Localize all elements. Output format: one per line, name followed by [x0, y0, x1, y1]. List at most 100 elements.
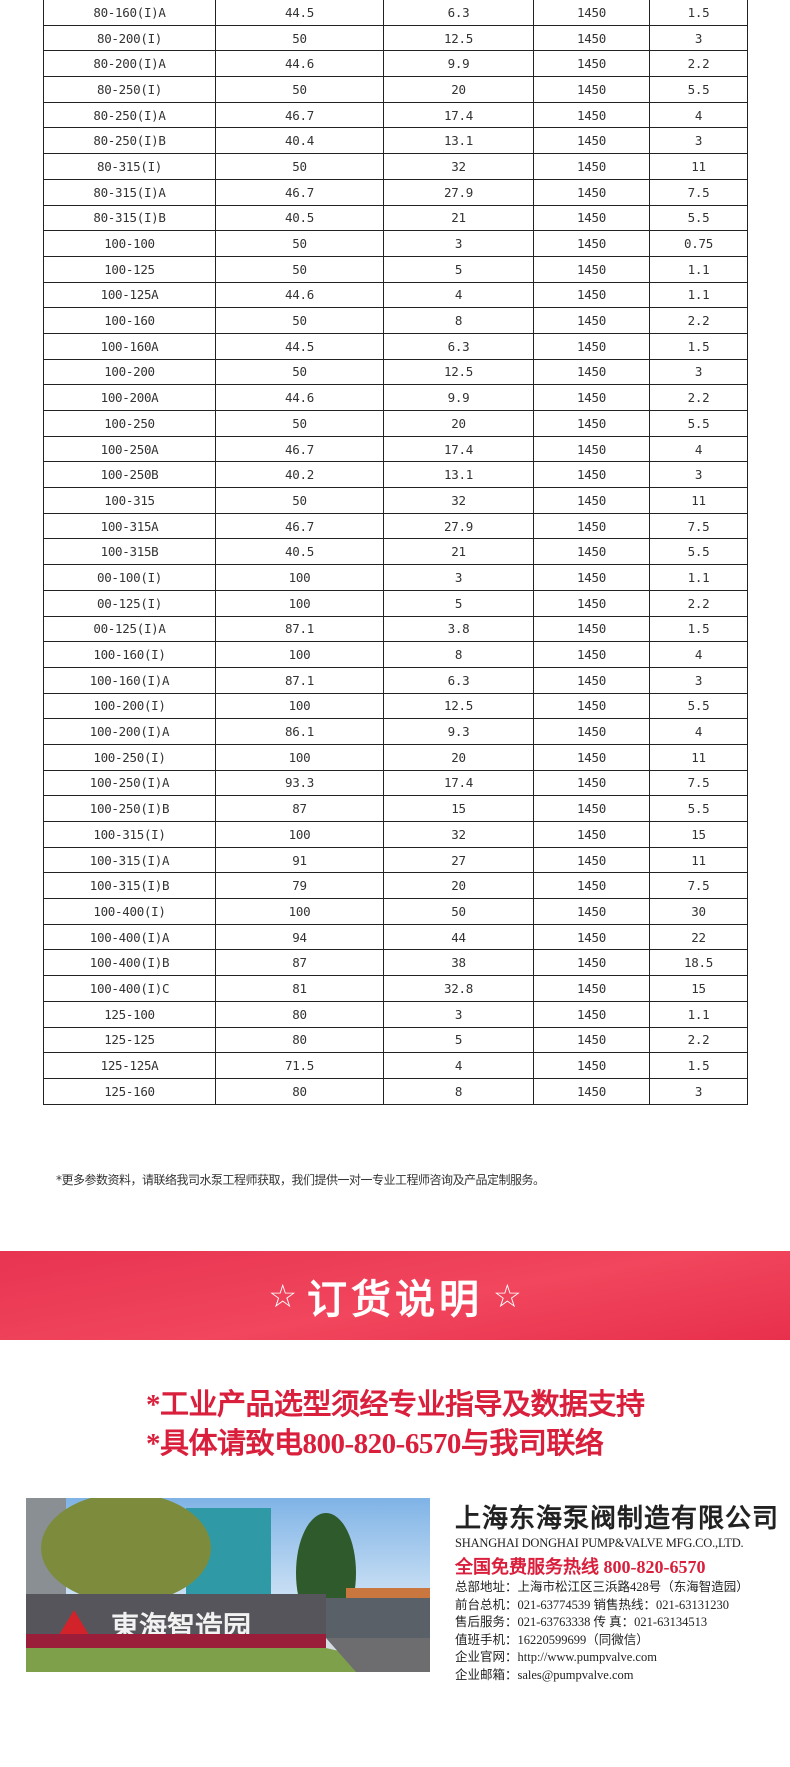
table-row: 100-250(I)B 87 15 1450 5.5: [43, 795, 748, 822]
company-name-en: SHANGHAI DONGHAI PUMP&VALVE MFG.CO.,LTD.: [455, 1536, 744, 1550]
table-cell: 1.5: [649, 0, 748, 26]
table-cell: 3: [649, 666, 748, 694]
table-cell: 50: [383, 898, 534, 925]
table-cell: 1.5: [649, 615, 748, 643]
table-row: 80-250(I) 50 20 1450 5.5: [43, 76, 748, 103]
table-cell: 32: [383, 153, 534, 180]
table-row: 100-250 50 20 1450 5.5: [43, 410, 748, 437]
table-cell: 50: [215, 76, 384, 103]
table-cell: 100: [215, 743, 384, 771]
table-cell: 80-200(I)A: [43, 50, 216, 78]
table-cell: 100-250B: [43, 461, 216, 489]
table-cell: 32: [383, 821, 534, 848]
table-cell: 6.3: [383, 332, 534, 360]
table-row: 100-160(I) 100 8 1450 4: [43, 641, 748, 668]
table-cell: 17.4: [383, 769, 534, 797]
table-cell: 80-315(I)B: [43, 204, 216, 232]
table-cell: 18.5: [649, 949, 748, 977]
star-icon: ☆: [493, 1277, 522, 1314]
table-cell: 80-315(I)A: [43, 178, 216, 206]
table-cell: 4: [383, 1052, 534, 1079]
table-cell: 17.4: [383, 101, 534, 129]
table-cell: 1.1: [649, 255, 748, 283]
table-cell: 8: [383, 641, 534, 668]
table-cell: 80-200(I): [43, 24, 216, 52]
table-cell: 100-315: [43, 487, 216, 514]
table-row: 00-100(I) 100 3 1450 1.1: [43, 564, 748, 591]
table-cell: 100-125: [43, 255, 216, 283]
table-cell: 4: [649, 718, 748, 745]
table-cell: 1450: [533, 230, 650, 257]
table-cell: 80-250(I)B: [43, 127, 216, 155]
table-cell: 40.4: [215, 127, 384, 155]
table-cell: 100: [215, 589, 384, 617]
table-cell: 100-200(I): [43, 692, 216, 720]
table-cell: 125-160: [43, 1077, 216, 1105]
table-cell: 9.9: [383, 50, 534, 78]
table-cell: 1.5: [649, 1052, 748, 1079]
table-cell: 1450: [533, 692, 650, 720]
table-cell: 1450: [533, 1000, 650, 1028]
table-row: 100-315A 46.7 27.9 1450 7.5: [43, 512, 748, 540]
table-cell: 100-125A: [43, 281, 216, 309]
table-cell: 91: [215, 846, 384, 874]
table-cell: 100-315A: [43, 512, 216, 540]
table-cell: 5.5: [649, 410, 748, 437]
table-row: 100-315 50 32 1450 11: [43, 487, 748, 514]
table-cell: 1450: [533, 332, 650, 360]
table-cell: 17.4: [383, 435, 534, 463]
table-cell: 1450: [533, 101, 650, 129]
table-cell: 50: [215, 153, 384, 180]
table-cell: 4: [649, 435, 748, 463]
table-cell: 4: [649, 641, 748, 668]
table-cell: 100-315(I)A: [43, 846, 216, 874]
table-row: 00-125(I) 100 5 1450 2.2: [43, 589, 748, 617]
table-cell: 1450: [533, 949, 650, 977]
table-cell: 100-400(I)B: [43, 949, 216, 977]
email-link[interactable]: 企业邮箱：sales@pumpvalve.com: [455, 1667, 634, 1682]
table-cell: 00-125(I)A: [43, 615, 216, 643]
table-row: 100-400(I)B 87 38 1450 18.5: [43, 949, 748, 977]
hotline: 全国免费服务热线 800-820-6570: [455, 1557, 706, 1577]
table-cell: 00-125(I): [43, 589, 216, 617]
table-row: 100-200 50 12.5 1450 3: [43, 358, 748, 386]
website-link[interactable]: 企业官网：http://www.pumpvalve.com: [455, 1650, 657, 1665]
table-row: 80-200(I) 50 12.5 1450 3: [43, 24, 748, 52]
table-cell: 3: [649, 461, 748, 489]
table-cell: 100-315(I)B: [43, 872, 216, 900]
company-info: 上海东海泵阀制造有限公司 SHANGHAI DONGHAI PUMP&VALVE…: [455, 1498, 780, 1685]
table-cell: 1450: [533, 127, 650, 155]
table-cell: 1450: [533, 153, 650, 180]
table-row: 100-200A 44.6 9.9 1450 2.2: [43, 384, 748, 411]
table-cell: 5.5: [649, 76, 748, 103]
table-cell: 1450: [533, 923, 650, 951]
table-cell: 80-160(I)A: [43, 0, 216, 26]
table-cell: 46.7: [215, 178, 384, 206]
table-cell: 1450: [533, 1077, 650, 1105]
table-cell: 40.5: [215, 538, 384, 566]
spec-table: 80-160(I)A 44.5 6.3 1450 1.5 80-200(I) 50 12.5 1…: [43, 0, 748, 1105]
order-instructions-banner: ☆ 订货说明 ☆: [0, 1251, 790, 1340]
table-row: 100-200(I)A 86.1 9.3 1450 4: [43, 718, 748, 745]
table-cell: 9.9: [383, 384, 534, 411]
table-cell: 11: [649, 743, 748, 771]
company-name-cn: 上海东海泵阀制造有限公司: [455, 1504, 780, 1534]
table-cell: 125-125: [43, 1026, 216, 1054]
table-cell: 5: [383, 1026, 534, 1054]
table-cell: 1450: [533, 358, 650, 386]
table-cell: 1450: [533, 975, 650, 1002]
table-cell: 20: [383, 76, 534, 103]
table-cell: 100-315(I): [43, 821, 216, 848]
table-cell: 44: [383, 923, 534, 951]
table-cell: 81: [215, 975, 384, 1002]
table-cell: 86.1: [215, 718, 384, 745]
table-cell: 1450: [533, 615, 650, 643]
table-cell: 11: [649, 153, 748, 180]
table-cell: 100-160: [43, 307, 216, 334]
table-cell: 1.5: [649, 332, 748, 360]
table-cell: 1450: [533, 410, 650, 437]
table-cell: 15: [383, 795, 534, 822]
table-cell: 7.5: [649, 872, 748, 900]
table-row: 100-160 50 8 1450 2.2: [43, 307, 748, 334]
table-row: 100-250(I) 100 20 1450 11: [43, 743, 748, 771]
